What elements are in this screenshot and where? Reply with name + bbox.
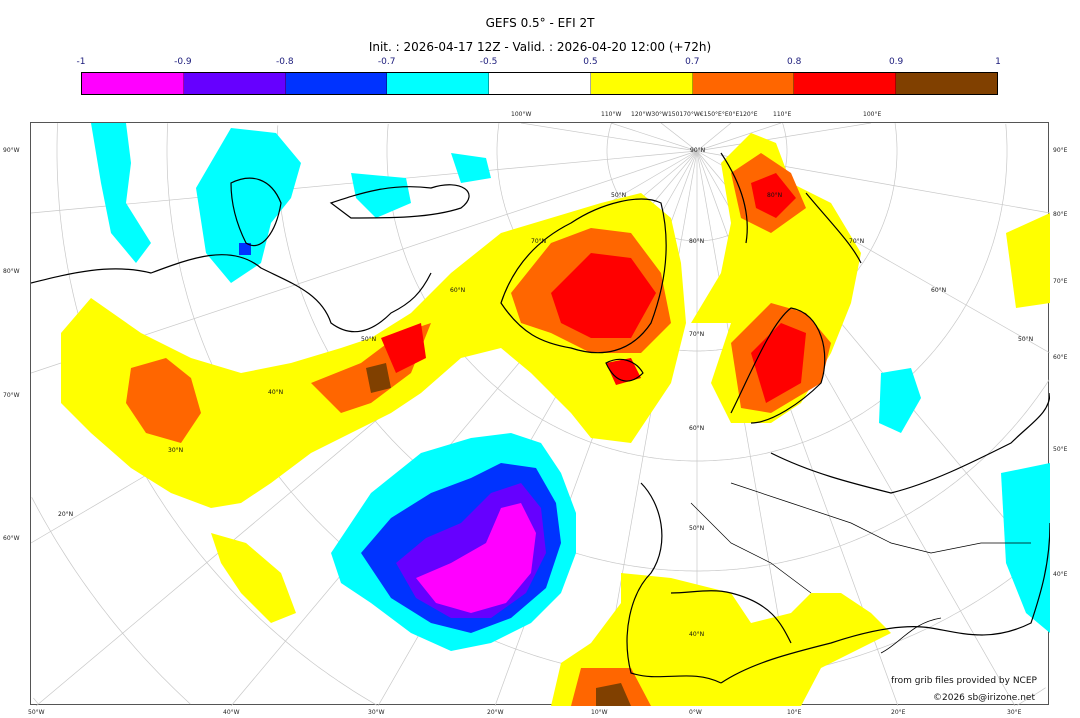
colorbar — [81, 72, 998, 95]
coordinate-label: 0°W — [689, 709, 702, 716]
coordinate-label: 20°W — [487, 709, 504, 716]
anomaly-yellow-mediterranean — [551, 573, 891, 706]
anomaly-yellow-westatl — [211, 533, 296, 623]
coordinate-label: 30°E — [1007, 709, 1022, 716]
coordinate-label: 60°W — [3, 535, 20, 542]
coordinate-label: 50°N — [1018, 336, 1034, 343]
efi-field — [61, 123, 1050, 706]
coordinate-label: 110°E — [773, 111, 792, 118]
colorbar-swatch — [285, 73, 388, 94]
coordinate-label: 50°N — [689, 525, 705, 532]
colorbar-swatch — [82, 73, 184, 94]
map-subtitle: Init. : 2026-04-17 12Z - Valid. : 2026-0… — [368, 40, 712, 54]
coordinate-label: 70°N — [531, 238, 547, 245]
coordinate-label: 70°W — [3, 392, 20, 399]
coordinate-label: 40°W — [223, 709, 240, 716]
coordinate-label: 50°E — [1053, 446, 1068, 453]
coordinate-label: 60°N — [689, 425, 705, 432]
colorbar-swatch — [387, 73, 490, 94]
anomaly-brown — [366, 363, 391, 393]
coordinate-label: 90°N — [690, 147, 706, 154]
map-panel: 100°W 110°W 120°W30°W150170°W€150°E°E0°E12… — [3, 111, 1067, 716]
coordinate-label: 80°N — [689, 238, 705, 245]
coordinate-label: 10°W — [591, 709, 608, 716]
coordinate-label: 90°W — [3, 147, 20, 154]
coordinate-label: 100°W — [511, 111, 532, 118]
coordinate-label: 40°N — [689, 631, 705, 638]
coordinate-label: 60°N — [931, 287, 947, 294]
coordinate-label: 120°W30°W150170°W€150°E°E0°E120°E — [631, 111, 758, 118]
latitude-circle — [33, 697, 39, 705]
colorbar-tick-label: -0.9 — [174, 57, 192, 67]
anomaly-cyan-hudson — [196, 128, 301, 283]
anomaly-brown-iberia — [596, 683, 631, 706]
colorbar-tick-label: 0.7 — [685, 57, 700, 67]
anomaly-cyan-east — [1001, 463, 1050, 633]
coordinate-label: 100°E — [863, 111, 882, 118]
colorbar-tick-label: -0.7 — [377, 57, 396, 67]
coordinate-label: 30°N — [168, 447, 184, 454]
latitude-circle — [1005, 123, 1008, 151]
map-title: GEFS 0.5° - EFI 2T — [485, 16, 595, 30]
colorbar-tick-label: 1 — [995, 57, 1001, 67]
coordinate-label: 30°W — [368, 709, 385, 716]
colorbar-tick-label: -0.5 — [479, 57, 498, 67]
colorbar-tick-label: 0.5 — [583, 57, 598, 67]
coordinate-label: 60°N — [450, 287, 466, 294]
colorbar-swatch — [489, 73, 591, 94]
anomaly-blue-small — [239, 243, 251, 255]
latitude-circle — [894, 123, 898, 151]
anomaly-cyan-russia — [879, 368, 921, 433]
coordinate-label: 80°E — [1053, 211, 1068, 218]
coordinate-label: 90°E — [1053, 147, 1068, 154]
colorbar-tick-label: -0.8 — [275, 57, 294, 67]
anomaly-orange-atlantic — [126, 358, 201, 443]
coordinate-label: 110°W — [601, 111, 622, 118]
anomaly-red-newfoundland — [381, 323, 426, 373]
coastlines — [31, 152, 1050, 684]
latitude-circle — [386, 123, 1008, 462]
coordinate-label: 40°E — [1053, 571, 1068, 578]
coordinate-label: 70°N — [689, 331, 705, 338]
coordinate-label: 80°W — [3, 268, 20, 275]
colorbar-tick-label: 0.9 — [888, 57, 904, 67]
anomaly-red-iceland — [606, 358, 641, 385]
colorbar-swatch — [183, 73, 286, 94]
coordinate-label: 80°N — [767, 192, 783, 199]
anomaly-cyan-baffin — [451, 153, 491, 183]
anomaly-cyan-canada — [91, 123, 151, 263]
colorbar-swatch — [692, 73, 795, 94]
anomaly-yellow-eastrussia — [1006, 213, 1050, 308]
coordinate-label: 20°E — [891, 709, 906, 716]
coordinate-label: 60°E — [1053, 354, 1068, 361]
colorbar-swatch — [896, 73, 998, 94]
latitude-circle — [782, 123, 788, 151]
anomaly-red-arctic — [751, 173, 796, 218]
anomaly-magenta-atlantic — [416, 503, 536, 613]
colorbar-swatch — [590, 73, 693, 94]
anomaly-red-greenland — [551, 253, 656, 338]
coordinate-label: 50°N — [611, 192, 627, 199]
coordinate-label: 50°W — [28, 709, 45, 716]
latitude-circle — [1016, 687, 1046, 706]
colorbar-swatch — [794, 73, 897, 94]
map-canvas — [31, 123, 1050, 706]
coordinate-label: 10°E — [787, 709, 802, 716]
colorbar-tick-label: -1 — [76, 57, 86, 67]
data-source-credit: from grib files provided by NCEP — [891, 676, 1037, 686]
coordinate-label: 70°E — [1053, 278, 1068, 285]
coordinate-label: 40°N — [268, 389, 284, 396]
anomaly-cyan-arctic — [351, 173, 411, 218]
latitude-circle — [31, 497, 191, 705]
coordinate-label: 50°N — [361, 336, 377, 343]
copyright-credit: ©2026 sb@irizone.net — [933, 693, 1035, 703]
coordinate-label: 20°N — [58, 511, 74, 518]
colorbar-tick-label: 0.8 — [787, 57, 802, 67]
coordinate-label: 70°N — [849, 238, 865, 245]
